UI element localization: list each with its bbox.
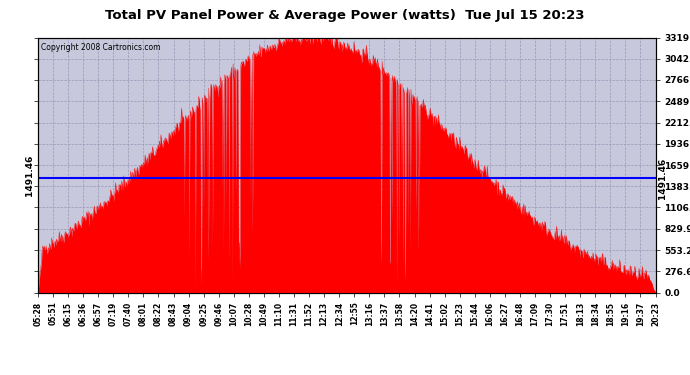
Text: 1491.46: 1491.46 <box>658 156 668 200</box>
Text: Total PV Panel Power & Average Power (watts)  Tue Jul 15 20:23: Total PV Panel Power & Average Power (wa… <box>106 9 584 22</box>
Text: Copyright 2008 Cartronics.com: Copyright 2008 Cartronics.com <box>41 43 161 52</box>
Text: 1491.46: 1491.46 <box>26 156 35 200</box>
